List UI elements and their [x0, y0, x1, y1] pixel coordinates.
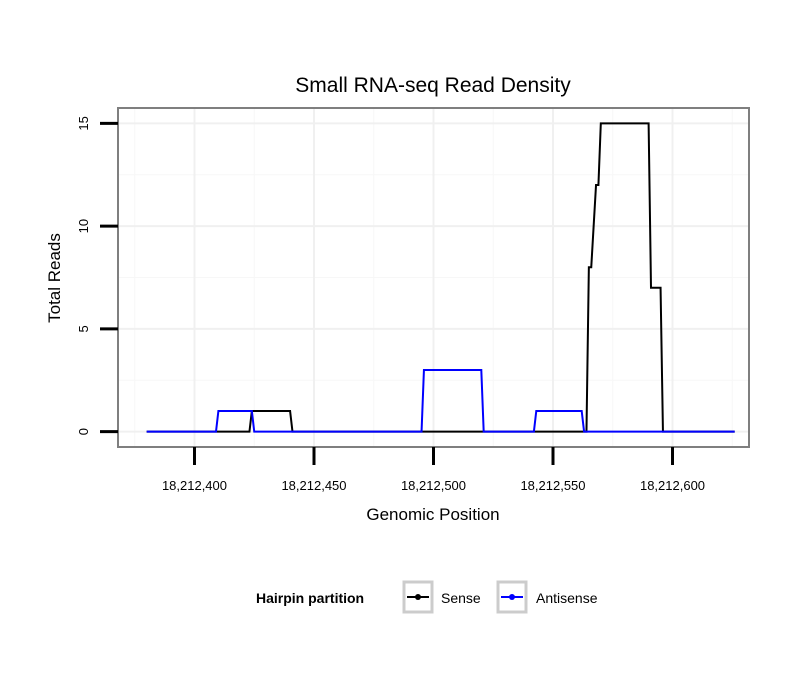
y-tick-label: 15	[76, 116, 91, 130]
legend-title: Hairpin partition	[256, 590, 364, 606]
x-axis-title: Genomic Position	[366, 505, 499, 524]
legend-label-sense: Sense	[441, 590, 481, 606]
x-tick-label: 18,212,600	[640, 478, 705, 493]
series-line-antisense	[146, 368, 735, 433]
legend: Hairpin partition Sense Antisense	[256, 580, 598, 614]
y-tick-label: 5	[76, 325, 91, 332]
x-tick-label: 18,212,550	[520, 478, 585, 493]
legend-point-sense	[415, 594, 421, 600]
x-tick-label: 18,212,450	[281, 478, 346, 493]
chart-title: Small RNA-seq Read Density	[295, 74, 571, 97]
x-tick-label: 18,212,400	[162, 478, 227, 493]
series-lines	[146, 122, 735, 433]
y-tick-label: 10	[76, 219, 91, 233]
legend-item-antisense: Antisense	[496, 580, 598, 614]
y-axis: 0 5 10 15	[76, 116, 118, 435]
legend-point-antisense	[509, 594, 515, 600]
legend-item-sense: Sense	[402, 580, 481, 614]
series-line-sense	[146, 122, 735, 433]
legend-label-antisense: Antisense	[536, 590, 598, 606]
y-tick-label: 0	[76, 428, 91, 435]
x-tick-label: 18,212,500	[401, 478, 466, 493]
y-axis-title: Total Reads	[45, 233, 64, 323]
x-axis: 18,212,400 18,212,450 18,212,500 18,212,550…	[162, 447, 705, 493]
